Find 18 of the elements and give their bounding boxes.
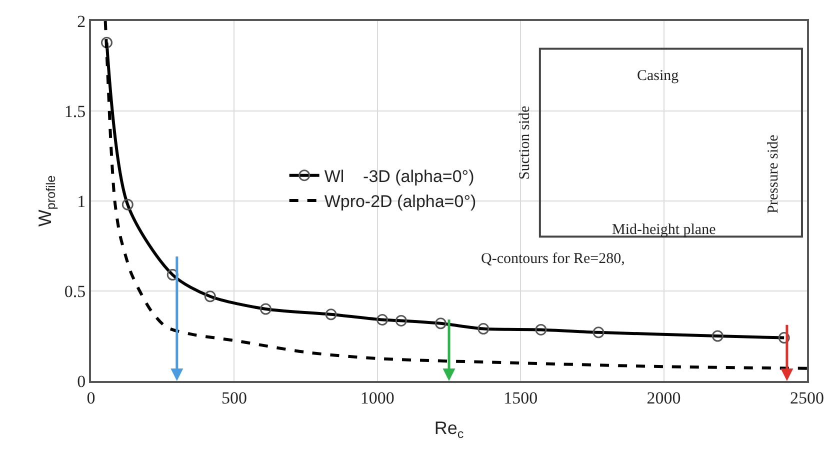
annotation: Casing: [637, 68, 680, 84]
y-tick-label: 1: [77, 192, 86, 211]
y-tick-label: 1.5: [64, 102, 86, 121]
y-tick-label: 0: [77, 372, 86, 391]
legend-label: Wl -3D (alpha=0°): [324, 166, 474, 186]
x-tick-label: 1000: [360, 388, 394, 408]
annotation: Q-contours for Re=280,: [481, 251, 625, 267]
annotation: Mid-height plane: [612, 222, 716, 238]
x-tick-label: 2500: [790, 388, 824, 408]
annotation: Pressure side: [765, 134, 782, 214]
legend-label: Wpro-2D (alpha=0°): [324, 192, 476, 212]
y-tick-label: 0.5: [64, 282, 86, 301]
annotation: Suction side: [517, 105, 534, 180]
x-tick-label: 500: [221, 388, 247, 408]
x-tick-label: 1500: [504, 388, 538, 408]
y-tick-label: 2: [77, 12, 86, 31]
x-tick-label: 2000: [646, 388, 681, 408]
x-axis-title: Re$_{c}$: [434, 418, 464, 441]
